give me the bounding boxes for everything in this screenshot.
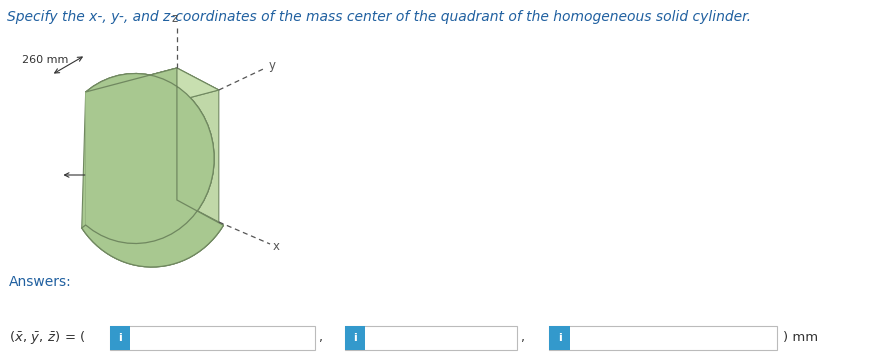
Polygon shape xyxy=(177,68,219,222)
Text: x: x xyxy=(273,241,280,253)
Polygon shape xyxy=(85,74,214,247)
FancyBboxPatch shape xyxy=(110,326,315,350)
FancyBboxPatch shape xyxy=(345,326,365,350)
Text: $(\bar{x},\, \bar{y},\, \bar{z})$ = (: $(\bar{x},\, \bar{y},\, \bar{z})$ = ( xyxy=(9,330,87,346)
Polygon shape xyxy=(85,68,219,114)
Polygon shape xyxy=(82,68,223,267)
Text: i: i xyxy=(557,333,562,343)
Text: z: z xyxy=(172,12,178,25)
FancyBboxPatch shape xyxy=(110,326,131,350)
FancyBboxPatch shape xyxy=(549,326,778,350)
Text: ) mm: ) mm xyxy=(783,331,818,345)
Text: y: y xyxy=(268,60,276,73)
Text: 200
mm: 200 mm xyxy=(110,153,132,172)
Text: Specify the x-, y-, and z-coordinates of the mass center of the quadrant of the : Specify the x-, y-, and z-coordinates of… xyxy=(7,10,751,24)
Polygon shape xyxy=(82,200,223,267)
FancyBboxPatch shape xyxy=(549,326,570,350)
Text: i: i xyxy=(353,333,356,343)
Text: i: i xyxy=(118,333,122,343)
Polygon shape xyxy=(82,68,223,267)
Text: ,: , xyxy=(319,331,324,345)
FancyBboxPatch shape xyxy=(345,326,517,350)
Text: ,: , xyxy=(522,331,525,345)
Polygon shape xyxy=(85,68,219,114)
Text: Answers:: Answers: xyxy=(9,275,72,289)
Polygon shape xyxy=(85,68,214,243)
Text: 260 mm: 260 mm xyxy=(22,55,68,65)
